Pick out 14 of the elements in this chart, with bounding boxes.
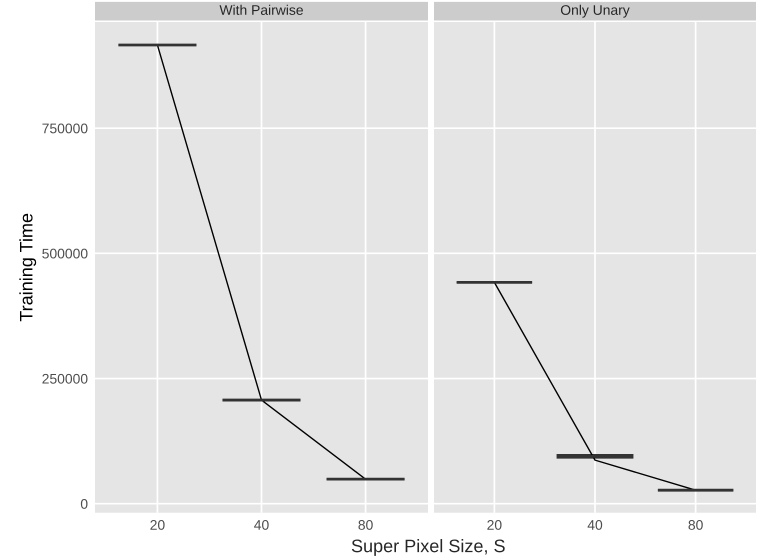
y-tick-label: 500000 xyxy=(42,248,88,259)
y-tick-label: 0 xyxy=(80,499,88,509)
x-axis-title: Super Pixel Size, S xyxy=(352,539,505,556)
x-tick-label: 20 xyxy=(150,520,165,530)
x-tick-label: 80 xyxy=(358,520,373,530)
y-tick-label: 750000 xyxy=(42,123,88,134)
x-tick-label: 40 xyxy=(588,520,602,530)
chart-title: Only Unary xyxy=(560,4,630,18)
x-tick-label: 20 xyxy=(487,520,502,530)
y-axis-title: Training Time xyxy=(19,214,36,322)
y-tick-label: 250000 xyxy=(42,374,88,384)
chart-title: With Pairwise xyxy=(220,4,303,15)
x-tick-label: 80 xyxy=(688,520,703,530)
x-tick-label: 40 xyxy=(254,520,269,530)
